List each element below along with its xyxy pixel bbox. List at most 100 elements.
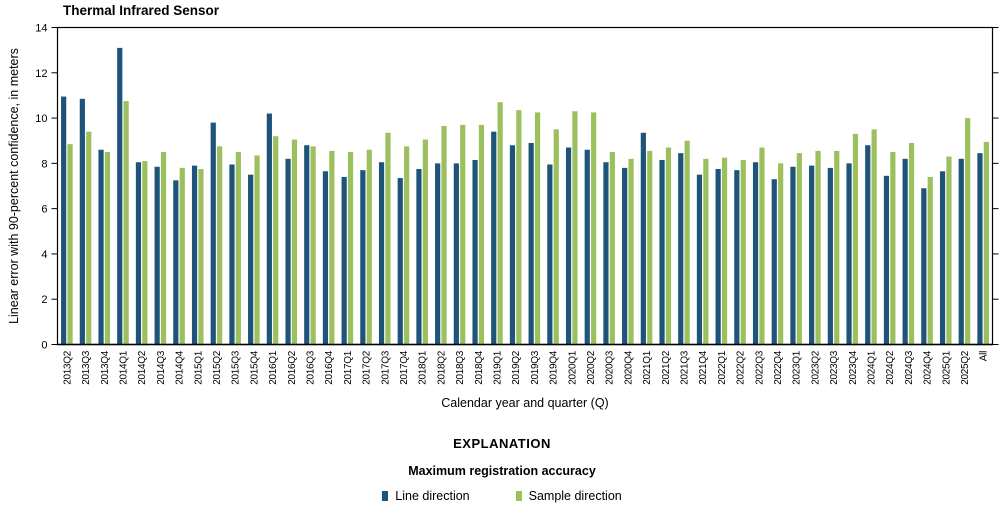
bar-chart: 0 2 4 6 8 10 12 14 2013Q2 2013Q3 2013Q4 2014Q1 2014Q… bbox=[35, 23, 999, 385]
bar bbox=[908, 142, 915, 345]
bar bbox=[759, 147, 765, 345]
x-tick-label: 2022Q3 bbox=[754, 350, 765, 385]
bar bbox=[341, 176, 347, 345]
bar bbox=[977, 153, 983, 345]
sample-direction-swatch-icon bbox=[515, 491, 522, 501]
bar bbox=[939, 171, 946, 345]
x-tick-label: 2018Q3 bbox=[455, 350, 466, 385]
bar bbox=[67, 144, 73, 345]
y-tick-label: 12 bbox=[35, 68, 47, 80]
x-tick-label: 2025Q1 bbox=[941, 350, 952, 385]
legend-item-sample-direction: Sample direction bbox=[515, 489, 622, 503]
bar bbox=[460, 124, 466, 345]
x-tick-label: 2025Q2 bbox=[960, 350, 971, 385]
x-tick-label: 2020Q1 bbox=[567, 350, 578, 385]
x-tick-label: 2022Q4 bbox=[773, 350, 784, 385]
x-tick-label: 2013Q2 bbox=[62, 350, 73, 385]
x-tick-label: 2021Q2 bbox=[661, 350, 672, 385]
bar bbox=[291, 139, 298, 345]
x-tick-label: 2023Q1 bbox=[792, 350, 803, 385]
x-tick-label: 2019Q3 bbox=[530, 350, 541, 385]
bar bbox=[154, 166, 160, 345]
bar bbox=[640, 132, 646, 345]
bar bbox=[771, 179, 777, 345]
bar bbox=[104, 152, 111, 345]
y-tick-label: 2 bbox=[41, 294, 47, 306]
bar bbox=[229, 164, 235, 345]
bar bbox=[778, 163, 784, 345]
y-tick-label: 4 bbox=[41, 249, 47, 261]
y-tick-label: 14 bbox=[35, 23, 47, 35]
bar bbox=[123, 101, 129, 345]
bar bbox=[497, 102, 503, 345]
bar bbox=[435, 163, 441, 345]
x-axis-label: Calendar year and quarter (Q) bbox=[441, 396, 609, 410]
bar bbox=[329, 150, 335, 345]
x-tick-label: 2013Q4 bbox=[100, 350, 111, 385]
x-tick-label: 2022Q2 bbox=[736, 350, 747, 385]
bar bbox=[721, 157, 728, 345]
y-tick-label: 8 bbox=[41, 158, 47, 170]
bar bbox=[366, 149, 372, 345]
bar bbox=[472, 159, 478, 345]
legend-label: Sample direction bbox=[528, 489, 622, 503]
bar bbox=[397, 178, 403, 345]
bar bbox=[453, 163, 459, 345]
bar bbox=[902, 158, 908, 345]
x-tick-label: 2024Q3 bbox=[904, 350, 915, 385]
x-tick-label: 2018Q1 bbox=[418, 350, 429, 385]
bar bbox=[553, 129, 559, 345]
bar bbox=[416, 169, 422, 345]
bar bbox=[665, 147, 672, 345]
y-axis-label: Linear error with 90-percent confidence,… bbox=[7, 48, 21, 324]
bar bbox=[210, 122, 216, 345]
bar bbox=[310, 146, 316, 345]
bar bbox=[516, 110, 522, 345]
bar bbox=[248, 174, 254, 345]
x-tick-label: 2021Q4 bbox=[698, 350, 709, 385]
legend-item-line-direction: Line direction bbox=[382, 489, 470, 503]
bar bbox=[921, 188, 927, 345]
bar bbox=[179, 167, 185, 345]
x-tick-label: 2013Q3 bbox=[81, 350, 92, 385]
x-tick-label: 2023Q4 bbox=[848, 350, 859, 385]
x-tick-label: 2018Q4 bbox=[474, 350, 485, 385]
x-tick-label: 2021Q3 bbox=[679, 350, 690, 385]
x-tick-label: 2023Q2 bbox=[810, 350, 821, 385]
bar bbox=[871, 129, 877, 345]
line-direction-swatch-icon bbox=[382, 491, 389, 501]
bar bbox=[254, 155, 260, 345]
bar bbox=[478, 124, 485, 345]
x-tick-label: 2017Q4 bbox=[399, 350, 410, 385]
bar bbox=[528, 142, 534, 345]
legend-label: Line direction bbox=[395, 489, 470, 503]
bar bbox=[198, 169, 204, 345]
x-tick-label: 2024Q1 bbox=[866, 350, 877, 385]
bar bbox=[647, 150, 653, 345]
bar bbox=[790, 166, 796, 345]
x-tick-label: 2020Q2 bbox=[586, 350, 597, 385]
x-tick-label: All bbox=[979, 351, 990, 361]
x-tick-label: 2017Q3 bbox=[380, 350, 391, 385]
bar bbox=[946, 156, 952, 345]
bar bbox=[572, 111, 578, 345]
bar bbox=[603, 162, 609, 345]
x-tick-label: 2015Q1 bbox=[193, 350, 204, 385]
bar bbox=[191, 165, 198, 345]
bar bbox=[628, 158, 634, 345]
bar bbox=[591, 112, 597, 345]
bar bbox=[584, 149, 590, 345]
bar bbox=[135, 162, 142, 345]
x-tick-label: 2014Q3 bbox=[156, 350, 167, 385]
bar bbox=[422, 139, 428, 345]
x-tick-label: 2017Q2 bbox=[362, 350, 373, 385]
x-tick-label: 2021Q1 bbox=[642, 350, 653, 385]
x-tick-label: 2014Q4 bbox=[175, 350, 186, 385]
x-tick-label: 2016Q2 bbox=[287, 350, 298, 385]
bar bbox=[827, 167, 833, 345]
x-tick-label: 2020Q4 bbox=[623, 350, 634, 385]
bar bbox=[360, 170, 366, 345]
x-tick-label: 2019Q2 bbox=[511, 350, 522, 385]
bar bbox=[678, 153, 684, 345]
bar bbox=[846, 163, 852, 345]
